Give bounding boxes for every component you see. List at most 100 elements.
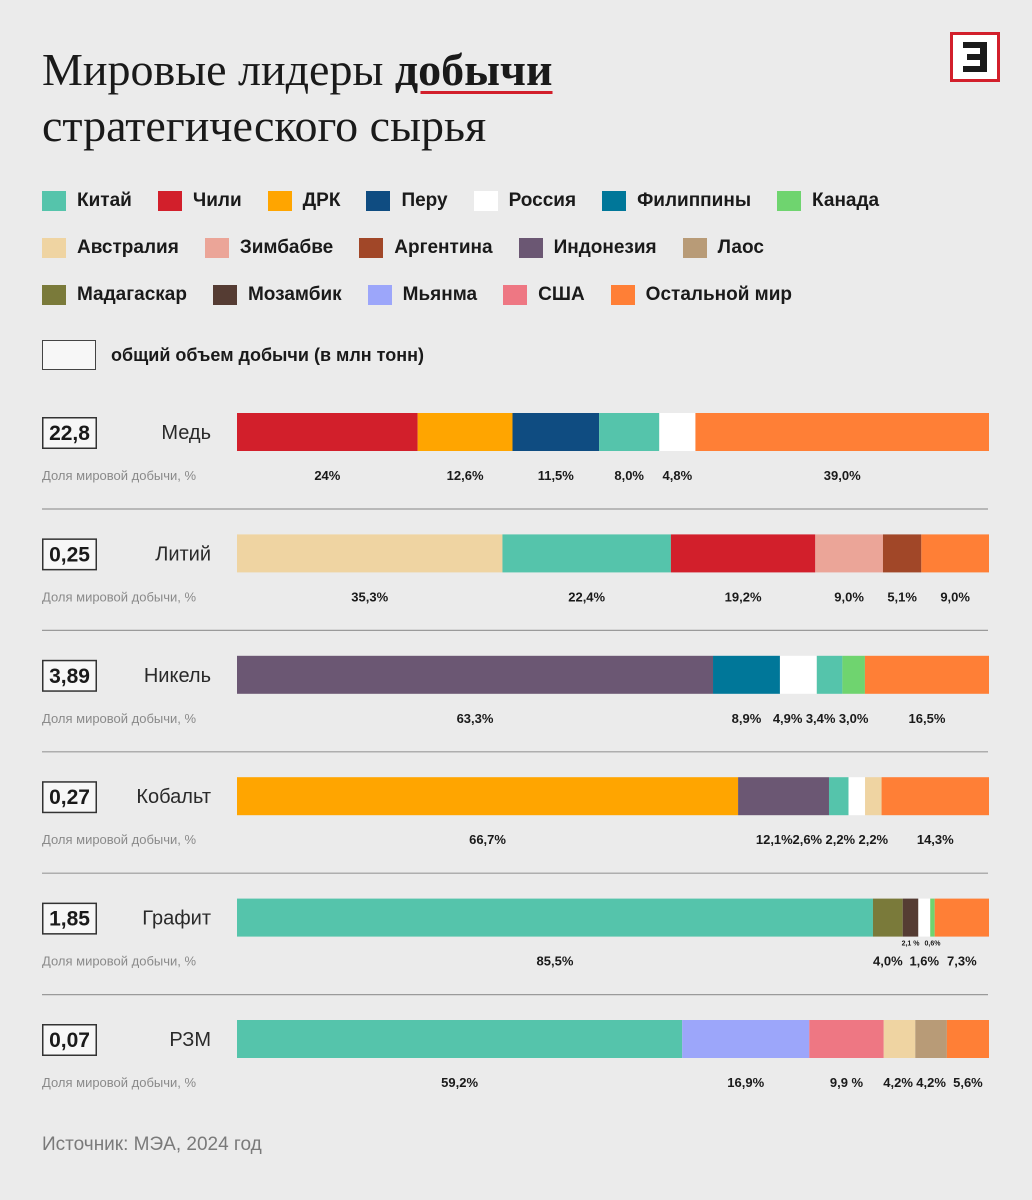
legend-swatch-rest: [610, 285, 635, 305]
data-label: 8,9%: [732, 711, 762, 726]
legend-label: США: [538, 284, 585, 305]
legend-swatch-peru: [366, 191, 391, 211]
data-label: 4,0%: [873, 954, 903, 969]
data-label: 3,0%: [839, 711, 869, 726]
data-label: 4,9%: [773, 711, 803, 726]
legend-swatch-argentina: [359, 238, 384, 258]
source-note: Источник: МЭА, 2024 год: [42, 1134, 262, 1155]
data-label: 5,1%: [887, 589, 917, 604]
bar-segment-russia: [779, 655, 817, 694]
total-box: [42, 538, 97, 571]
bar-segment-china: [599, 413, 660, 451]
data-label: 5,6%: [953, 1075, 983, 1090]
bar-segment-canada: [930, 898, 935, 937]
mineral-name: Литий: [155, 543, 211, 565]
bar-segment-china: [237, 898, 873, 937]
bar-segment-china: [828, 777, 849, 816]
title-part-1: Мировые лидеры: [42, 44, 395, 95]
bar-segment-rest: [934, 898, 989, 937]
small-data-label: 0,6%: [924, 941, 941, 948]
mineral-name: Графит: [142, 908, 211, 930]
legend-label: Мьянма: [402, 284, 478, 305]
legend-swatch-australia: [42, 238, 66, 258]
legend-label: Чили: [192, 190, 242, 211]
bar-segment-rest: [881, 777, 989, 816]
legend-label: Россия: [508, 190, 577, 211]
legend-swatch-mozambique: [212, 285, 237, 305]
data-label: 9,9 %: [830, 1075, 864, 1090]
small-data-label: 2,1 %: [902, 941, 921, 948]
data-label: 7,3%: [947, 954, 977, 969]
data-label: 39,0%: [824, 468, 861, 483]
bar-segment-argentina: [882, 534, 922, 573]
data-label: 19,2%: [725, 589, 762, 604]
total-value: 3,89: [49, 665, 90, 688]
data-label: 85,5%: [537, 954, 574, 969]
data-label: 9,0%: [834, 589, 864, 604]
data-label: 12,1%: [756, 832, 793, 847]
bar-segment-china: [816, 655, 843, 694]
share-caption: Доля мировой добычи, %: [42, 711, 197, 726]
legend-label: Мозамбик: [247, 284, 342, 305]
data-label: 8,0%: [614, 468, 644, 483]
share-caption: Доля мировой добычи, %: [42, 954, 197, 969]
bar-segment-madagascar: [872, 898, 903, 937]
data-label: 16,9%: [727, 1075, 764, 1090]
legend-item-usa: США: [503, 284, 585, 306]
share-caption: Доля мировой добычи, %: [42, 1075, 197, 1090]
legend: Китай Чили ДРК Перу Россия Филиппины Канада Авс…: [42, 190, 1002, 331]
legend-total: общий объем добычи (в млн тонн): [42, 340, 424, 370]
bar-segment-canada: [842, 655, 865, 694]
legend-label: Канада: [812, 190, 880, 211]
title-part-2: стратегического сырья: [42, 100, 487, 151]
legend-item-myanmar: Мьянма: [367, 284, 478, 306]
legend-row: Мадагаскар Мозамбик Мьянма США Остальной мир: [42, 284, 1002, 331]
legend-item-chile: Чили: [157, 190, 242, 212]
data-label: 16,5%: [909, 711, 946, 726]
share-caption: Доля мировой добычи, %: [42, 589, 197, 604]
bar-segment-peru: [512, 413, 600, 451]
legend-swatch-myanmar: [367, 285, 392, 305]
legend-label: Китай: [77, 190, 132, 211]
data-label: 66,7%: [469, 832, 506, 847]
mineral-name: Кобальт: [136, 786, 211, 808]
bar-segment-myanmar: [682, 1020, 810, 1058]
logo-letter-icon: [963, 42, 987, 72]
total-box: [42, 1024, 97, 1056]
bar-segment-mozambique: [902, 898, 919, 937]
data-label: 22,4%: [568, 589, 605, 604]
chart-title: Мировые лидеры добычи стратегического сы…: [42, 42, 553, 154]
legend-label: Мадагаскар: [77, 284, 187, 305]
legend-row: Австралия Зимбабве Аргентина Индонезия Лаос: [42, 237, 1002, 284]
data-label: 9,0%: [940, 589, 970, 604]
total-box-swatch: [42, 340, 96, 370]
bar-segment-australia: [237, 534, 503, 573]
legend-item-argentina: Аргентина: [359, 237, 493, 259]
mineral-name: Никель: [144, 665, 211, 687]
bar-segment-usa: [809, 1020, 884, 1058]
bar-segment-drc: [237, 777, 739, 816]
data-label: 14,3%: [917, 832, 954, 847]
data-label: 2,6%: [792, 832, 822, 847]
legend-swatch-russia: [473, 191, 498, 211]
legend-item-china: Китай: [42, 190, 132, 212]
mineral-name: РЗМ: [169, 1029, 211, 1051]
legend-total-label: общий объем добычи (в млн тонн): [111, 344, 424, 365]
bar-segment-rest: [921, 534, 989, 573]
legend-swatch-drc: [267, 191, 292, 211]
data-label: 4,2%: [916, 1075, 946, 1090]
legend-swatch-laos: [682, 238, 707, 258]
data-label: 63,3%: [457, 711, 494, 726]
bar-segment-philippines: [713, 655, 780, 694]
legend-item-indonesia: Индонезия: [518, 237, 657, 259]
legend-item-madagascar: Мадагаскар: [42, 284, 187, 306]
bar-segment-laos: [915, 1020, 947, 1058]
legend-label: Зимбабве: [239, 237, 334, 258]
data-label: 59,2%: [441, 1075, 478, 1090]
legend-item-australia: Австралия: [42, 237, 179, 259]
total-box: [42, 659, 97, 692]
bar-segment-drc: [417, 413, 513, 451]
legend-item-laos: Лаос: [682, 237, 764, 259]
bar-segment-china: [237, 1020, 683, 1058]
